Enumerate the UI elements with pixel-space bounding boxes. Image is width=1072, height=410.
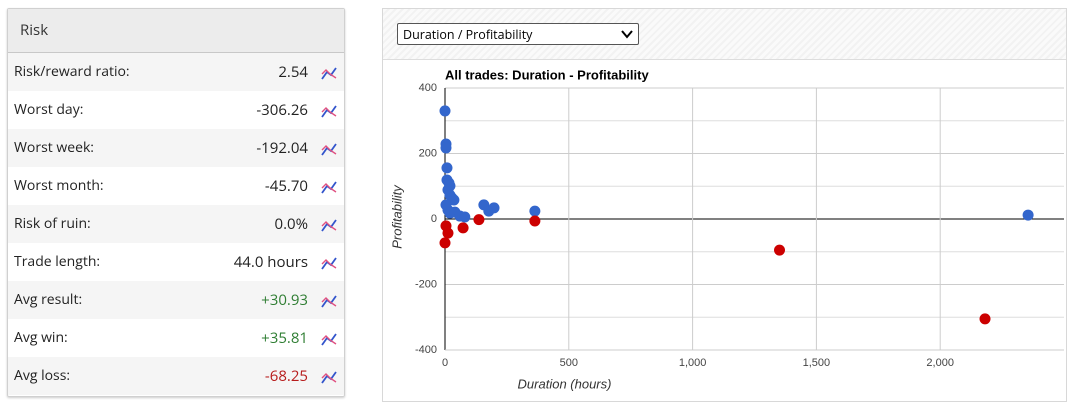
row-label: Worst week: xyxy=(14,138,94,157)
x-tick-label: 0 xyxy=(442,357,448,369)
risk-row: Risk/reward ratio: 2.54 xyxy=(8,53,344,91)
y-axis-label: Profitability xyxy=(389,184,404,249)
chart-icon[interactable] xyxy=(320,179,338,195)
chart-icon[interactable] xyxy=(320,103,338,119)
y-tick-label: 0 xyxy=(431,213,437,225)
x-tick-label: 1,000 xyxy=(679,357,707,369)
data-point xyxy=(457,222,469,234)
x-tick-label: 2,000 xyxy=(926,357,954,369)
chart-panel: Duration / Profitability xyxy=(382,8,1067,402)
chart-icon[interactable] xyxy=(320,217,338,233)
row-value: 44.0 hours xyxy=(233,252,308,272)
row-label: Trade length: xyxy=(14,252,101,271)
risk-row: Avg result: +30.93 xyxy=(8,281,344,319)
x-axis-label: Duration (hours) xyxy=(518,376,612,391)
data-point xyxy=(774,244,786,256)
y-tick-label: 400 xyxy=(419,82,437,94)
risk-panel: Risk Risk/reward ratio: 2.54 Worst day: -30… xyxy=(7,8,345,397)
data-point xyxy=(473,214,485,226)
data-point xyxy=(1022,209,1034,221)
risk-row: Worst month: -45.70 xyxy=(8,167,344,205)
risk-row: Worst week: -192.04 xyxy=(8,129,344,167)
row-label: Worst day: xyxy=(14,100,84,119)
row-value: 2.54 xyxy=(278,62,308,82)
risk-row: Avg win: +35.81 xyxy=(8,319,344,357)
data-point xyxy=(448,194,460,206)
data-point xyxy=(529,215,541,227)
row-label: Avg loss: xyxy=(14,366,71,385)
chart-icon[interactable] xyxy=(320,65,338,81)
risk-table: Risk/reward ratio: 2.54 Worst day: -306.26 W… xyxy=(8,53,344,395)
y-tick-label: -400 xyxy=(415,344,437,356)
data-point xyxy=(439,105,451,117)
row-value: -306.26 xyxy=(256,100,308,120)
y-tick-label: 200 xyxy=(419,147,437,159)
data-point xyxy=(529,205,541,217)
panel-title: Risk xyxy=(8,9,344,53)
chart-selector[interactable]: Duration / Profitability xyxy=(397,23,639,45)
row-value: -68.25 xyxy=(264,366,308,386)
chart-title: All trades: Duration - Profitability xyxy=(445,67,649,82)
chart-icon[interactable] xyxy=(320,255,338,271)
data-point xyxy=(439,237,451,249)
row-value: 0.0% xyxy=(274,214,309,234)
row-label: Risk/reward ratio: xyxy=(14,62,130,81)
risk-row: Trade length: 44.0 hours xyxy=(8,243,344,281)
chart-icon[interactable] xyxy=(320,331,338,347)
data-point xyxy=(440,220,452,232)
x-tick-label: 500 xyxy=(560,357,578,369)
data-point xyxy=(979,313,991,325)
data-point xyxy=(459,211,471,223)
risk-row: Avg loss: -68.25 xyxy=(8,357,344,395)
y-tick-label: -200 xyxy=(415,278,437,290)
data-point xyxy=(441,162,453,174)
x-tick-label: 1,500 xyxy=(803,357,831,369)
row-value: -45.70 xyxy=(264,176,308,196)
chevron xyxy=(621,30,633,39)
chart-icon[interactable] xyxy=(320,141,338,157)
chart-icon[interactable] xyxy=(320,293,338,309)
chart-icon[interactable] xyxy=(320,369,338,385)
row-label: Risk of ruin: xyxy=(14,214,91,233)
row-value: +35.81 xyxy=(261,328,308,348)
row-value: +30.93 xyxy=(261,290,308,310)
selector-text: Duration / Profitability xyxy=(403,26,533,43)
risk-row: Worst day: -306.26 xyxy=(8,91,344,129)
risk-row: Risk of ruin: 0.0% xyxy=(8,205,344,243)
data-point xyxy=(488,202,500,214)
row-label: Worst month: xyxy=(14,176,104,195)
row-value: -192.04 xyxy=(256,138,308,158)
data-point xyxy=(440,142,452,154)
row-label: Avg win: xyxy=(14,328,68,347)
row-label: Avg result: xyxy=(14,290,83,309)
